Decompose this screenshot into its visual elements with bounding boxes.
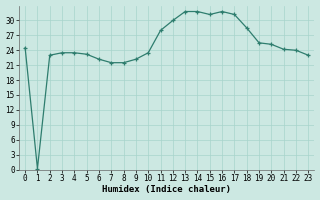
X-axis label: Humidex (Indice chaleur): Humidex (Indice chaleur) xyxy=(102,185,231,194)
